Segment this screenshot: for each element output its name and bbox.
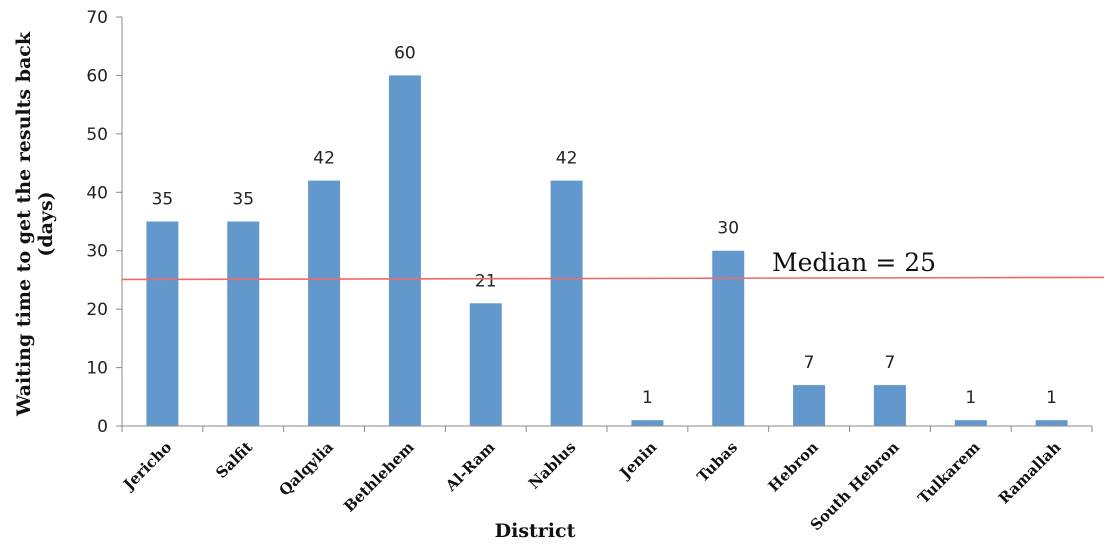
x-tick-label: Al-Ram — [441, 438, 498, 495]
data-label: 21 — [475, 271, 497, 291]
y-axis-title-line2: (days) — [35, 191, 57, 256]
bar — [954, 420, 987, 426]
y-tick-label: 70 — [86, 8, 108, 28]
data-label: 7 — [885, 353, 896, 373]
x-tick-label: South Hebron — [807, 438, 903, 534]
y-axis-title-line1: Waiting time to get the results back — [13, 31, 35, 417]
x-tick-label: Jericho — [118, 438, 175, 495]
x-tick-label: Tulkarem — [914, 438, 983, 507]
x-tick-label: Bethlehem — [340, 438, 418, 516]
y-tick-label: 20 — [86, 300, 108, 320]
bar — [793, 385, 826, 426]
bar — [308, 180, 341, 426]
x-axis-title: District — [495, 520, 576, 542]
y-tick-label: 30 — [86, 242, 108, 262]
y-axis-title: Waiting time to get the results back (da… — [13, 31, 57, 417]
x-axis: Jericho Salfit Qalqylia Bethlehem Al-Ram Nabl… — [118, 425, 1093, 534]
bar — [227, 221, 260, 426]
y-tick-label: 40 — [86, 183, 108, 203]
median-line — [121, 276, 1105, 281]
bar — [146, 221, 179, 426]
x-tick-label: Salfit — [212, 438, 256, 482]
data-label: 1 — [1046, 388, 1057, 408]
y-tick-label: 50 — [86, 125, 108, 145]
data-label: 1 — [642, 388, 653, 408]
bar — [388, 75, 421, 426]
y-tick-label: 60 — [86, 66, 108, 86]
bar — [873, 385, 906, 426]
x-tick-label: Hebron — [765, 438, 822, 495]
median-label: Median = 25 — [772, 248, 936, 277]
data-label: 42 — [313, 149, 335, 169]
x-tick-label: Nablus — [525, 438, 579, 492]
median-reference: Median = 25 — [121, 248, 1105, 281]
data-label: 7 — [804, 353, 815, 373]
x-tick-label: Jenin — [615, 438, 660, 483]
bar — [1035, 420, 1068, 426]
data-label: 35 — [232, 190, 254, 210]
y-tick-label: 10 — [86, 359, 108, 379]
bar — [469, 303, 502, 426]
data-label: 35 — [152, 190, 174, 210]
bar — [550, 180, 583, 426]
data-label: 42 — [556, 149, 578, 169]
data-label: 30 — [717, 219, 739, 239]
x-tick-label: Ramallah — [995, 438, 1064, 507]
data-labels: 35 35 42 60 21 42 1 30 7 7 1 1 — [152, 43, 1057, 408]
y-tick-label: 0 — [97, 417, 108, 437]
y-axis: 0 10 20 30 40 50 60 70 — [86, 8, 123, 437]
x-tick-label: Qalqylia — [276, 438, 338, 500]
bar — [631, 420, 664, 426]
x-tick-label: Tubas — [693, 438, 741, 486]
data-label: 1 — [965, 388, 976, 408]
bars — [146, 75, 1068, 426]
data-label: 60 — [394, 43, 416, 63]
bar — [712, 250, 745, 426]
